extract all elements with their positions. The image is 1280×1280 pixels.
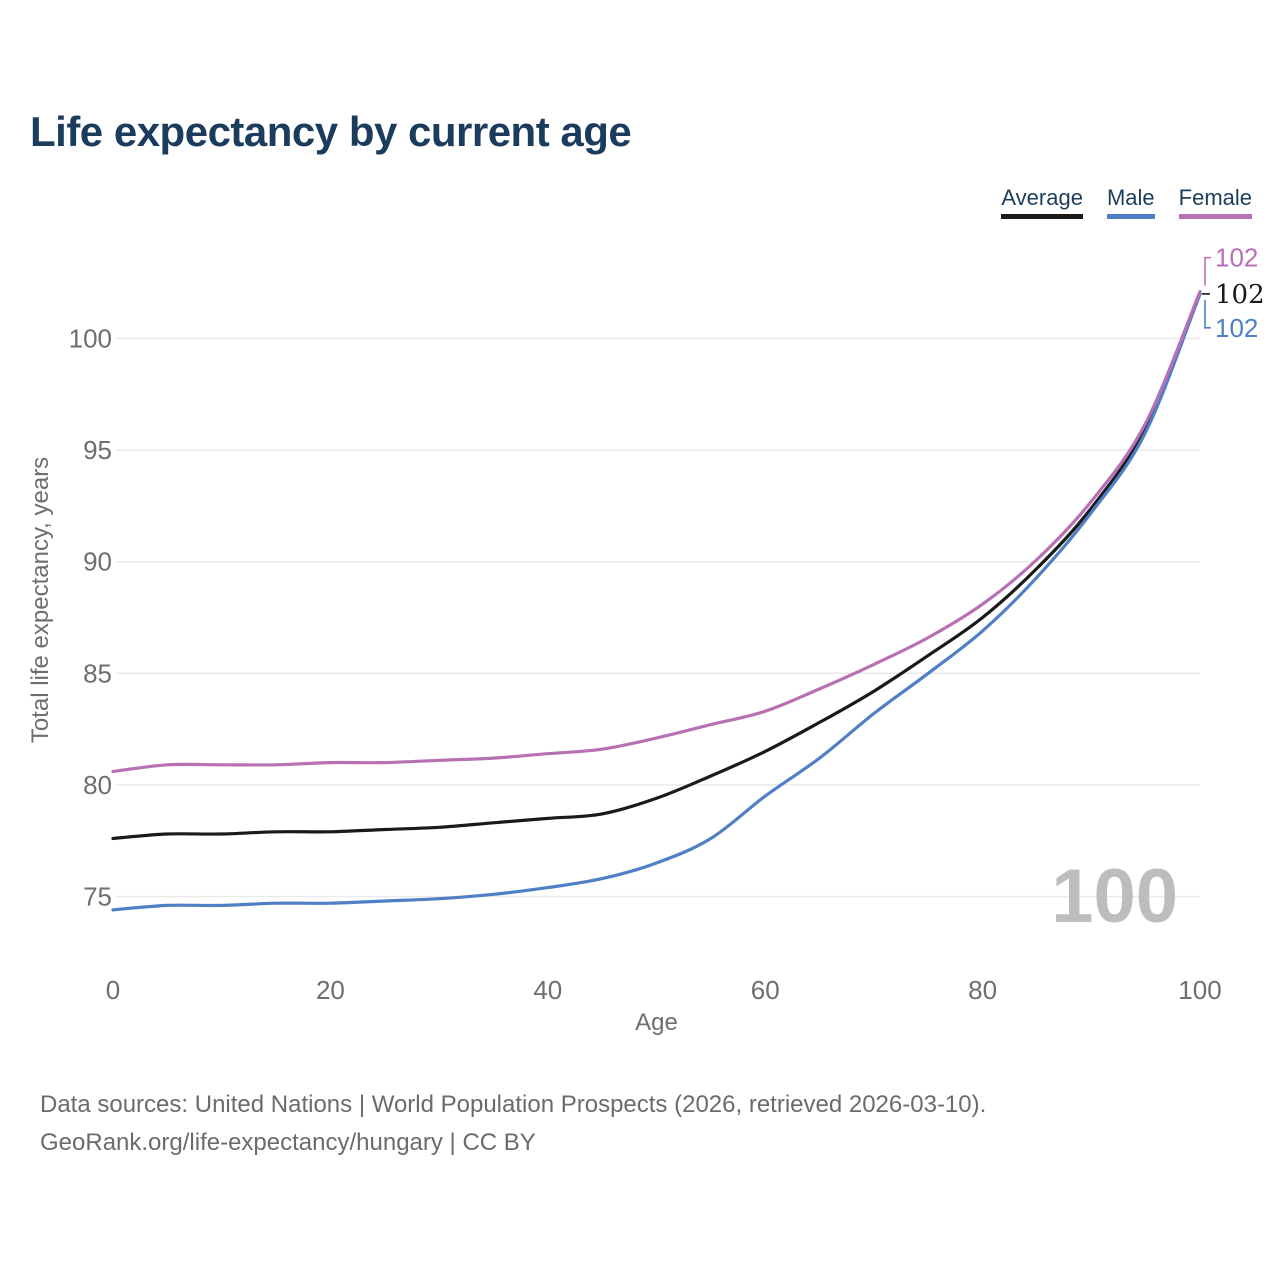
end-value-label-male: 102 [1215,313,1258,343]
source-footer: Data sources: United Nations | World Pop… [40,1086,986,1162]
chart-line-average [111,292,1202,841]
chart-line-female [111,290,1202,774]
x-tick-label-60: 60 [751,975,780,1005]
attribution-line: GeoRank.org/life-expectancy/hungary | CC… [40,1129,536,1156]
legend-item-average[interactable]: Average [1001,185,1083,220]
data-sources-line: Data sources: United Nations | World Pop… [40,1091,987,1118]
end-value-label-female: 102 [1215,243,1258,273]
x-tick-label-100: 100 [1178,975,1221,1005]
x-tick-label-80: 80 [968,975,997,1005]
end-value-label-average: 102 [1215,280,1265,310]
chart-line-male [111,292,1202,912]
chart-legend: Average Male Female [1001,185,1252,220]
end-label-connector-female [1204,256,1211,286]
legend-item-female[interactable]: Female [1178,185,1252,220]
x-tick-label-40: 40 [533,975,562,1005]
y-tick-label-75: 75 [83,882,112,912]
y-tick-label-80: 80 [83,770,112,800]
y-tick-label-90: 90 [83,547,112,577]
legend-item-male[interactable]: Male [1106,185,1155,220]
y-tick-label-95: 95 [83,435,112,465]
x-tick-label-0: 0 [106,975,120,1005]
y-tick-label-100: 100 [69,324,112,354]
x-axis-title: Age [635,1009,678,1036]
y-tick-label-85: 85 [83,658,112,688]
y-axis-title: Total life expectancy, years [27,457,54,743]
x-tick-label-20: 20 [316,975,345,1005]
watermark-label: 100 [1051,854,1178,939]
end-label-connector-male [1204,299,1211,329]
page-title: Life expectancy by current age [30,108,632,155]
